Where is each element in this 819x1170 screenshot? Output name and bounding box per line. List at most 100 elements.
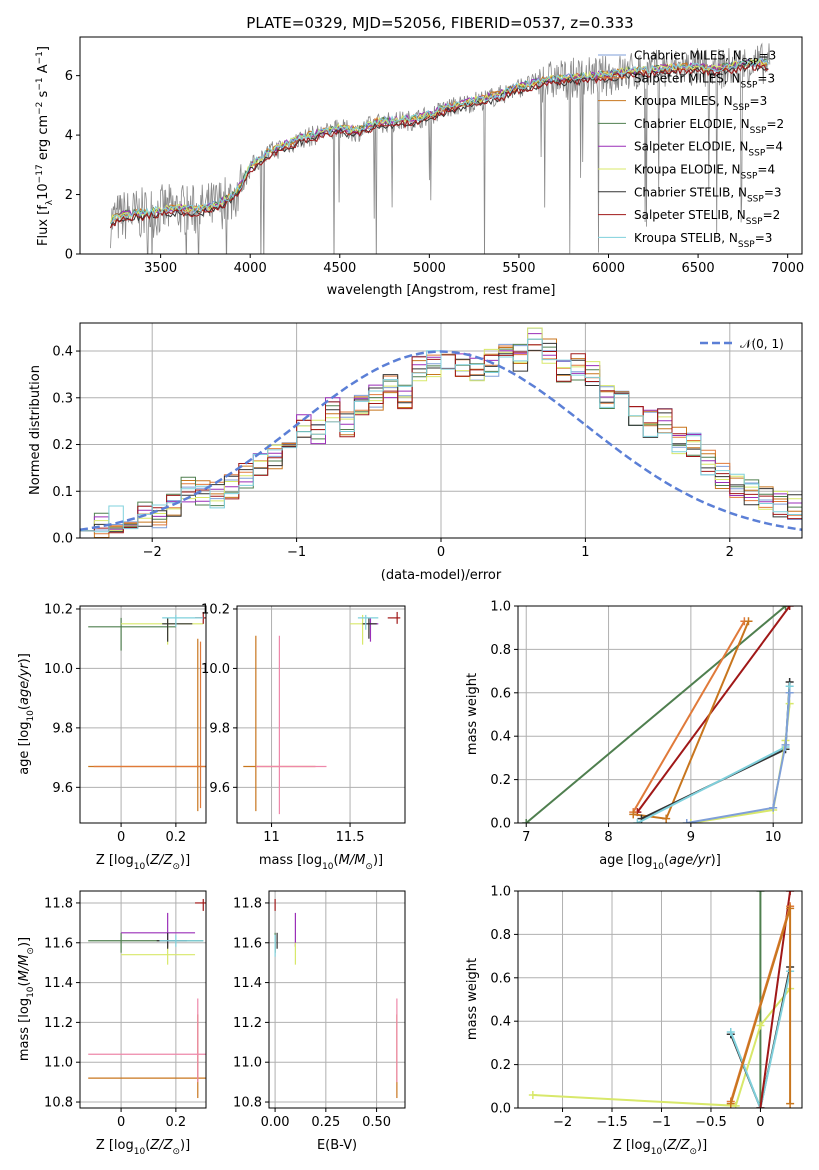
y-tick-label: 0.0	[52, 532, 73, 547]
x-tick-label: 0.25	[311, 1115, 340, 1130]
label-part: Z [log	[613, 1138, 651, 1153]
y-axis-label: mass [log10(M/M⊙)]	[17, 937, 36, 1061]
axes-frame	[268, 890, 406, 1109]
x-tick-label: −2	[553, 1115, 572, 1130]
label-part: ⊙	[365, 862, 373, 872]
label-part: Kroupa ELODIE, N	[634, 163, 741, 177]
label-part: 10	[134, 1147, 146, 1157]
histogram-salpeter_miles	[80, 345, 802, 535]
x-tick-label: 8	[604, 830, 612, 845]
label-part: 10	[26, 986, 36, 998]
label-part: 10	[322, 862, 334, 872]
x-axis-label: wavelength [Angstrom, rest frame]	[327, 283, 556, 298]
label-part: −17	[35, 164, 45, 183]
x-tick-label: 6500	[682, 261, 715, 276]
x-axis-label: Z [log10(Z/Z⊙)]	[96, 1138, 190, 1157]
histogram-chabrier_miles	[80, 327, 802, 532]
label-part: (	[17, 981, 32, 986]
label-part: −2	[35, 102, 45, 115]
label-part: )]	[711, 853, 721, 868]
series-marker-kroupa_elodie	[528, 1090, 537, 1099]
label-part: (	[662, 1138, 667, 1153]
series-line-kroupa_stelib	[729, 971, 792, 1108]
y-tick-label: 10.2	[44, 602, 73, 617]
x-tick-label: −1	[287, 545, 306, 560]
label-part: Z [log	[96, 1138, 134, 1153]
label-part: Flux [f	[36, 205, 51, 246]
series-marker-kroupa_miles	[629, 810, 638, 819]
x-tick-label: 4500	[323, 261, 356, 276]
label-part: SSP	[748, 149, 765, 159]
series-line-salpeter_stelib	[636, 606, 791, 813]
label-part: =3	[757, 71, 775, 85]
series-marker-kroupa_elodie	[686, 819, 695, 823]
series-marker-kroupa_miles	[726, 1099, 735, 1108]
axes-frame	[79, 890, 207, 1109]
label-part: =3	[750, 94, 768, 108]
label-part: SSP	[747, 194, 764, 204]
plot-area-mass_vs_ebv	[274, 898, 398, 1099]
model-line-chabrier_stelib	[110, 62, 769, 229]
label-part: =2	[763, 208, 781, 222]
legend-label: 𝒩(0, 1)	[740, 337, 784, 351]
y-tick-label: 9.6	[209, 781, 230, 796]
label-part: (	[17, 705, 32, 710]
x-tick-label: 0.50	[362, 1115, 391, 1130]
axes-spectrum: 3500 4000 4500 5000 5500 6000 6500 7000 0 2 4 6	[65, 69, 804, 276]
series-marker-chabrier_elodie	[522, 819, 531, 823]
axes-frame	[236, 605, 406, 824]
label-part: SSP	[738, 240, 755, 250]
series-line-salpeter_miles	[632, 620, 746, 813]
label-part: Chabrier ELODIE, N	[634, 117, 750, 131]
legend-label: Salpeter MILES, NSSP=3	[634, 71, 775, 90]
label-part: age/yr	[17, 662, 32, 705]
axes-frame	[517, 605, 803, 824]
label-part: mass [log	[17, 998, 32, 1061]
y-tick-label: 11.8	[44, 896, 73, 911]
label-part: ]	[36, 46, 51, 51]
y-tick-label: 11.0	[44, 1056, 73, 1071]
x-tick-label: 0.2	[166, 830, 187, 845]
label-part: =4	[757, 163, 775, 177]
series-marker-salpeter_stelib	[786, 891, 795, 895]
x-tick-label: 9	[687, 830, 695, 845]
label-part: 10	[36, 183, 51, 200]
label-part: ⊙	[172, 1147, 180, 1157]
legend-label: Kroupa MILES, NSSP=3	[634, 94, 767, 113]
label-part: ⊙	[26, 947, 36, 955]
axes-mass_vs_Z: 0 0.2 10.8 11.0 11.2 11.4 11.6 11.8	[44, 891, 206, 1130]
x-tick-label: 0.00	[261, 1115, 290, 1130]
x-tick-label: −1.5	[596, 1115, 628, 1130]
label-part: ⊙	[689, 1147, 697, 1157]
label-part: )]	[180, 853, 190, 868]
y-tick-label: 0.4	[490, 730, 511, 745]
y-tick-label: 11.6	[233, 936, 262, 951]
label-part: SSP	[742, 58, 759, 68]
x-tick-label: 1	[581, 545, 589, 560]
x-tick-label: 0	[756, 1115, 764, 1130]
label-part: SSP	[750, 126, 767, 136]
axes-age_vs_Z: 0 0.2 9.6 9.8 10.0 10.2	[44, 602, 206, 845]
y-tick-label: 0.3	[52, 391, 73, 406]
label-part: =3	[755, 231, 773, 245]
normal-curve	[80, 350, 802, 532]
legend-label: Kroupa STELIB, NSSP=3	[634, 231, 772, 250]
x-axis-label: mass [log10(M/M⊙)]	[259, 853, 383, 872]
label-part: 10	[652, 862, 664, 872]
plot-area-weight_vs_age	[522, 606, 794, 823]
series-marker-chabrier_miles	[682, 819, 691, 823]
label-part: )]	[697, 1138, 707, 1153]
label-part: age [log	[17, 722, 32, 775]
y-tick-label: 10.0	[44, 662, 73, 677]
axes-frame	[79, 322, 803, 539]
x-tick-label: 5500	[502, 261, 535, 276]
label-part: SSP	[741, 172, 758, 182]
label-part: )]	[17, 653, 32, 663]
series-line-kroupa_elodie	[532, 987, 791, 1107]
y-tick-label: 0.6	[490, 971, 511, 986]
series-marker-chabrier_miles	[785, 688, 794, 697]
series-marker-kroupa_elodie	[756, 1021, 765, 1030]
series-marker-salpeter_stelib	[785, 606, 794, 610]
